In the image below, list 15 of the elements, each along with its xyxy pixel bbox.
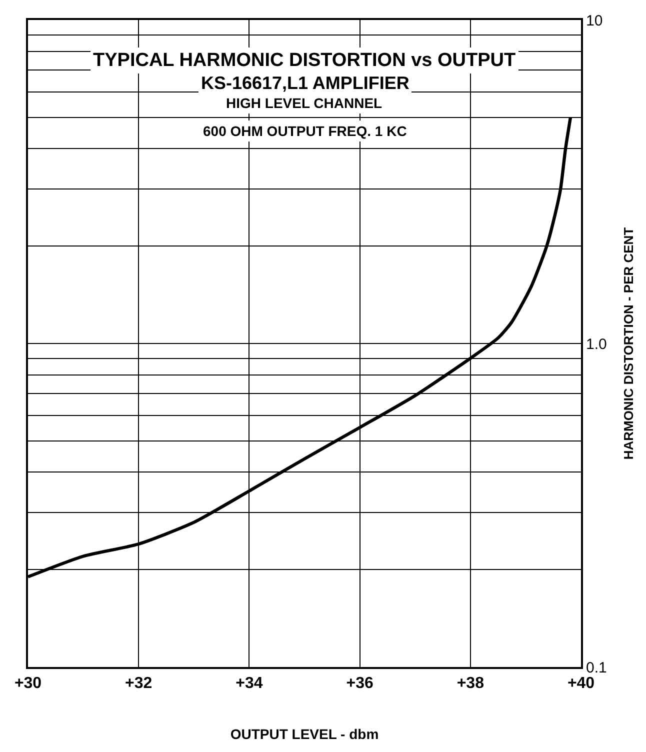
y-tick-label: 0.1 bbox=[586, 659, 607, 676]
x-tick-label: +38 bbox=[456, 675, 484, 692]
x-tick-label: +30 bbox=[14, 675, 42, 692]
x-tick-label: +40 bbox=[567, 675, 595, 692]
x-tick-label: +34 bbox=[236, 675, 263, 692]
x-tick-label: +32 bbox=[125, 675, 152, 692]
text: TYPICAL HARMONIC DISTORTION vs OUTPUT bbox=[93, 50, 516, 71]
text: KS-16617,L1 AMPLIFIER bbox=[201, 73, 410, 93]
y-tick-label: 1.0 bbox=[586, 336, 607, 353]
y-tick-label: 10 bbox=[586, 12, 603, 30]
annotation: 600 OHM OUTPUT FREQ. 1 KC bbox=[203, 123, 407, 139]
annotation: HIGH LEVEL CHANNEL bbox=[226, 95, 383, 111]
x-tick-label: +36 bbox=[346, 675, 374, 692]
y-axis-title: HARMONIC DISTORTION - PER CENT bbox=[620, 227, 636, 460]
x-axis-title: OUTPUT LEVEL - dbm bbox=[230, 726, 379, 742]
